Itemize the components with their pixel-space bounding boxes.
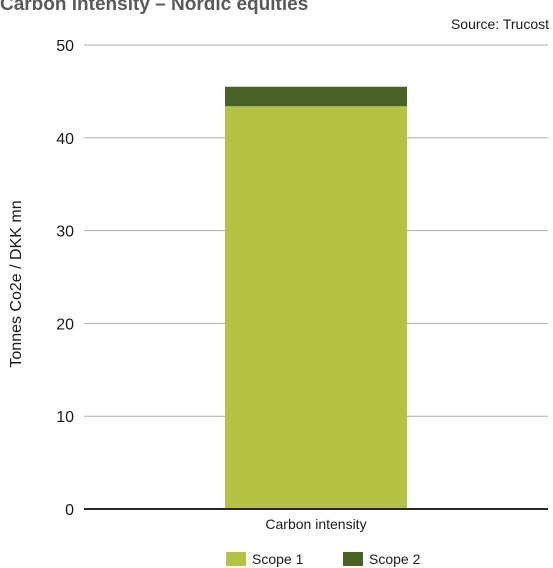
bar-chart: 0 10 20 30 40 50 Carbon intensity — [56, 38, 548, 532]
legend-item-scope-2: Scope 2 — [343, 551, 420, 567]
legend-swatch — [343, 552, 363, 566]
y-tick-label: 50 — [56, 38, 74, 55]
bar-scope-2 — [225, 86, 407, 107]
legend-swatch — [226, 552, 246, 566]
chart-legend: Scope 1 Scope 2 — [0, 549, 553, 568]
legend-item-scope-1: Scope 1 — [226, 551, 303, 567]
source-note: Source: Trucost — [450, 16, 549, 32]
y-tick-label: 0 — [65, 502, 74, 519]
x-category-label: Carbon intensity — [265, 516, 366, 532]
chart-title: Carbon intensity – Nordic equities — [0, 0, 309, 15]
y-tick-label: 10 — [56, 409, 74, 426]
y-tick-label: 30 — [56, 224, 74, 241]
legend-label: Scope 2 — [369, 551, 421, 567]
legend-label: Scope 1 — [252, 551, 304, 567]
y-tick-label: 40 — [56, 131, 74, 148]
bar-scope-1 — [225, 106, 407, 510]
y-tick-label: 20 — [56, 316, 74, 333]
